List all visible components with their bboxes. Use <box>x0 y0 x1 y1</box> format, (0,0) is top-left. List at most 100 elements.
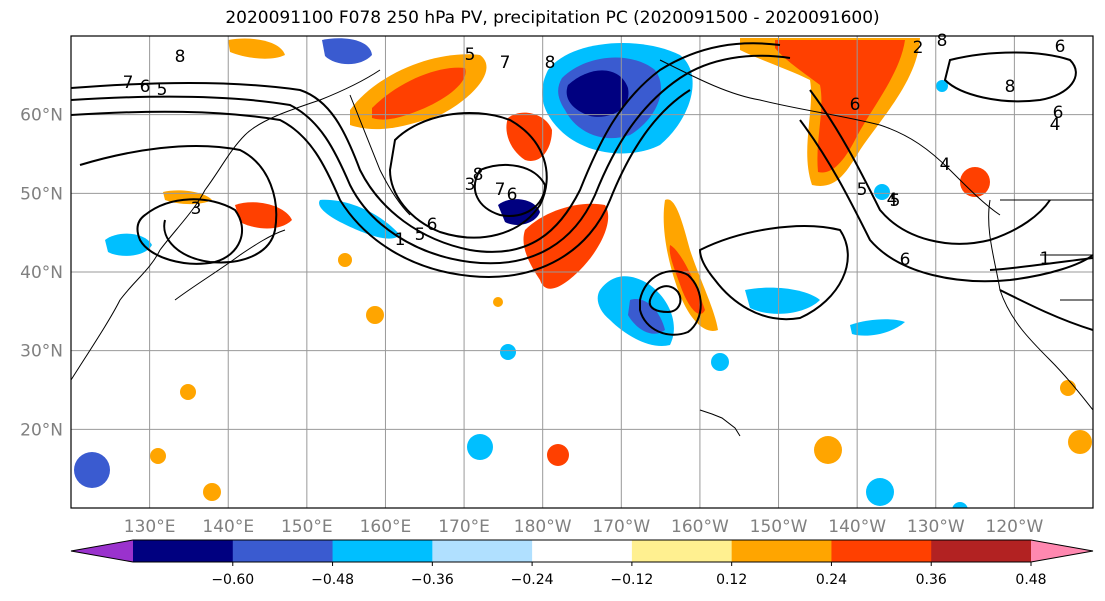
contour-label: 5 <box>857 180 868 200</box>
pv-contour-12 <box>473 164 547 217</box>
precip-cell-13 <box>74 452 110 488</box>
contour-label: 7 <box>495 180 506 200</box>
precip-cell-1 <box>338 253 352 267</box>
colorbar-tick-label: −0.60 <box>211 572 254 588</box>
contour-label: 6 <box>1053 103 1064 123</box>
colorbar-extend-min <box>71 540 133 562</box>
lat-tick-label: 30°N <box>20 342 63 362</box>
colorbar-tick-label: 0.36 <box>916 572 947 588</box>
contour-label: 3 <box>191 199 202 219</box>
colorbar-extend-max <box>1031 540 1093 562</box>
contour-label: 2 <box>913 38 924 58</box>
lon-tick-label: 120°W <box>986 517 1044 537</box>
coast-kamchatka <box>349 94 411 216</box>
precip-cell-9 <box>866 478 894 506</box>
precip-positive-gulf-core <box>775 40 905 173</box>
contour-label: 1 <box>1040 249 1051 269</box>
colorbar-segment <box>532 540 633 562</box>
precip-cell-19 <box>952 502 968 508</box>
contour-label: 8 <box>1005 77 1016 97</box>
lat-tick-labels: 20°N 30°N 40°N 50°N 60°N <box>20 106 63 441</box>
precip-cell-8 <box>814 436 842 464</box>
contour-label: 6 <box>1055 37 1066 57</box>
colorbar-tick-label: −0.12 <box>610 572 653 588</box>
precip-positive-band-core <box>669 245 705 314</box>
contour-label: 6 <box>900 250 911 270</box>
precip-cell-16 <box>960 167 990 197</box>
pv-contour-5 <box>136 198 244 265</box>
lon-tick-label: 170°W <box>592 517 650 537</box>
contour-label: 3 <box>465 175 476 195</box>
precip-negative-streak <box>319 199 400 239</box>
colorbar-segment <box>631 540 733 562</box>
contour-label: 1 <box>395 230 406 250</box>
colorbar <box>70 539 1094 563</box>
contour-label: 4 <box>940 155 951 175</box>
contour-label: 6 <box>507 185 518 205</box>
colorbar-outline <box>70 539 1094 563</box>
precip-negative-okhotsk <box>322 38 372 65</box>
contour-label: 8 <box>937 31 948 51</box>
precip-positive-central <box>523 203 609 289</box>
precip-negative-165w-core <box>628 299 665 334</box>
pv-contour-9 <box>799 119 1093 283</box>
precip-cell-17 <box>936 80 948 92</box>
precip-negative-japan <box>105 233 152 256</box>
contour-label: 5 <box>465 45 476 65</box>
contour-label: 5 <box>415 225 426 245</box>
pv-contour-6 <box>639 270 702 336</box>
lon-tick-labels: 130°E 140°E 150°E 160°E 170°E 180°W 170°W 160°W… <box>124 517 1044 537</box>
pv-contour-15 <box>999 289 1093 331</box>
precip-cell-4 <box>493 297 503 307</box>
precip-cell-5 <box>467 434 493 460</box>
chart-title: 2020091100 F078 250 hPa PV, precipitatio… <box>225 8 880 28</box>
precip-cell-12 <box>203 483 221 501</box>
pv-contour-7 <box>648 285 682 314</box>
lat-tick-label: 40°N <box>20 263 63 283</box>
contour-label: 5 <box>890 191 901 211</box>
precip-cell-2 <box>366 306 384 324</box>
colorbar-tick-label: −0.48 <box>311 572 354 588</box>
colorbar-segment <box>731 540 832 562</box>
contour-label: 6 <box>427 215 438 235</box>
contour-label: 6 <box>850 95 861 115</box>
lon-tick-label: 150°E <box>281 517 333 537</box>
contour-label: 6 <box>140 77 151 97</box>
contour-label: 8 <box>473 165 484 185</box>
pv-contours <box>71 42 1093 336</box>
pv-contour-4 <box>79 145 278 264</box>
colorbar-segment <box>432 540 533 562</box>
precip-cell-15 <box>1060 380 1076 396</box>
pv-contour-2 <box>71 54 791 265</box>
lat-tick-label: 60°N <box>20 106 63 126</box>
lon-tick-label: 130°E <box>124 517 176 537</box>
precip-cell-11 <box>180 384 196 400</box>
contour-label: 5 <box>157 80 168 100</box>
colorbar-segment <box>332 540 433 562</box>
colorbar-tick-label: 0.24 <box>816 572 847 588</box>
lat-tick-label: 50°N <box>20 184 63 204</box>
pv-contour-14 <box>989 257 1093 271</box>
pv-contour-8 <box>698 225 849 321</box>
pv-contour-13 <box>388 111 548 239</box>
precip-negative-ne <box>745 287 820 314</box>
precip-shading <box>74 38 1092 508</box>
precip-cell-7 <box>711 353 729 371</box>
precip-cell-6 <box>547 444 569 466</box>
contour-label: 7 <box>500 53 511 73</box>
precip-negative-ne2 <box>850 319 905 336</box>
colorbar-tick-label: 0.12 <box>716 572 747 588</box>
map-frame <box>70 35 1094 509</box>
precip-cell-14 <box>1068 430 1092 454</box>
lon-tick-label: 180°W <box>514 517 572 537</box>
colorbar-segment <box>133 540 234 562</box>
colorbar-tick-labels: −0.60 −0.48 −0.36 −0.24 −0.12 0.12 0.24 0.36 0.4… <box>211 562 1047 588</box>
precip-positive-kamchatka-core <box>372 67 466 120</box>
precip-positive-japan <box>235 202 292 229</box>
colorbar-tick-label: 0.48 <box>1015 572 1046 588</box>
contour-label: 8 <box>175 47 186 67</box>
lon-tick-label: 140°W <box>828 517 886 537</box>
colorbar-tick-label: −0.36 <box>411 572 454 588</box>
